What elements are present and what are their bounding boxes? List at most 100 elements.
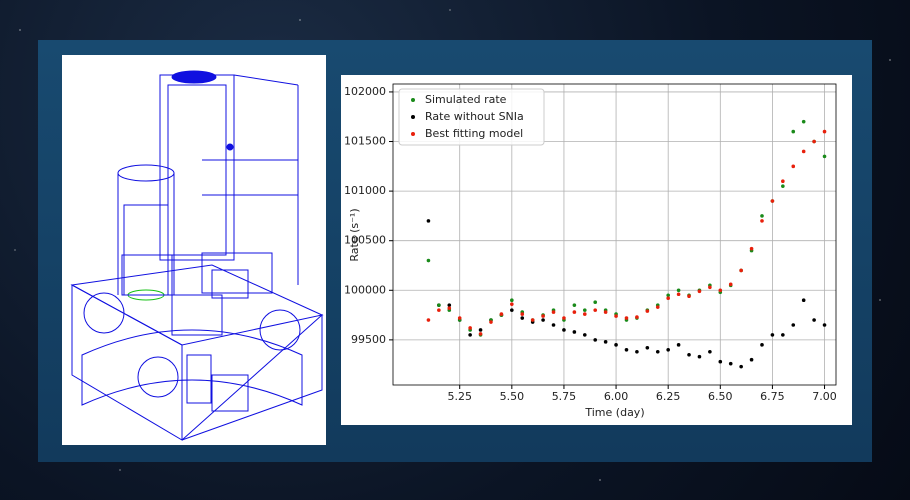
data-point xyxy=(510,308,514,312)
data-point xyxy=(655,349,660,354)
data-point xyxy=(760,219,764,223)
data-point xyxy=(510,298,514,303)
data-point xyxy=(760,343,764,347)
data-point xyxy=(541,318,545,322)
legend-marker xyxy=(411,98,415,102)
data-point xyxy=(822,323,827,327)
data-point xyxy=(770,199,775,203)
data-point xyxy=(624,316,629,320)
data-point xyxy=(447,303,452,307)
y-tick-label: 101000 xyxy=(344,184,386,197)
data-point xyxy=(614,343,618,347)
plot-frame xyxy=(392,83,837,386)
data-point xyxy=(770,333,775,337)
data-point xyxy=(801,298,806,303)
data-point xyxy=(572,330,577,334)
chart-card: Time (day) Rate (s⁻¹) 99500 100000 100500 1… xyxy=(341,75,852,425)
data-point xyxy=(676,343,681,347)
y-tick-label: 102000 xyxy=(344,85,386,98)
data-point xyxy=(468,333,472,337)
legend-label: Simulated rate xyxy=(425,93,507,106)
data-point xyxy=(551,310,556,314)
data-point xyxy=(582,312,587,316)
data-point xyxy=(718,359,723,364)
data-point xyxy=(728,361,733,366)
y-axis-label: Rate (s⁻¹) xyxy=(348,208,361,261)
data-point xyxy=(478,332,483,336)
data-point xyxy=(447,306,452,310)
data-point xyxy=(499,312,504,316)
data-point xyxy=(603,310,608,314)
x-tick-label: 6.00 xyxy=(604,390,629,403)
data-point xyxy=(437,308,441,312)
data-point xyxy=(781,179,785,183)
data-point xyxy=(572,310,577,314)
data-point xyxy=(676,292,681,297)
y-tick-label: 100000 xyxy=(344,283,386,296)
data-point xyxy=(530,318,535,322)
data-point xyxy=(426,219,431,223)
data-point xyxy=(812,318,816,322)
data-point xyxy=(781,184,785,188)
data-point xyxy=(791,323,796,327)
data-point xyxy=(457,316,462,320)
data-point xyxy=(582,333,587,337)
x-tick-label: 5.25 xyxy=(447,390,472,403)
data-point xyxy=(822,129,827,134)
data-point xyxy=(551,323,556,327)
legend-box xyxy=(398,88,545,146)
data-point xyxy=(718,288,723,293)
data-point xyxy=(478,328,483,332)
x-tick-label: 6.25 xyxy=(656,390,681,403)
data-point xyxy=(520,316,525,320)
data-point xyxy=(655,305,660,309)
data-point xyxy=(593,338,598,342)
y-tick-label: 100500 xyxy=(344,234,386,247)
data-point xyxy=(489,320,493,324)
data-point xyxy=(791,129,796,134)
data-point xyxy=(666,293,670,298)
data-point xyxy=(697,354,702,359)
data-point xyxy=(437,303,441,307)
data-point xyxy=(635,315,639,319)
data-point xyxy=(593,308,598,312)
y-tick-label: 99500 xyxy=(351,333,386,346)
data-point xyxy=(812,139,816,144)
legend-marker xyxy=(411,115,415,119)
data-point xyxy=(739,364,743,369)
legend-label: Best fitting model xyxy=(425,127,523,140)
x-tick-label: 5.50 xyxy=(500,390,525,403)
data-point xyxy=(635,349,639,354)
data-point xyxy=(645,346,650,350)
data-point xyxy=(801,119,806,124)
data-point xyxy=(562,316,566,320)
legend-marker xyxy=(411,132,415,136)
x-tick-label: 6.75 xyxy=(760,390,785,403)
data-point xyxy=(603,340,608,344)
data-point xyxy=(614,314,618,318)
data-point xyxy=(791,164,796,169)
data-point xyxy=(687,352,691,357)
x-tick-label: 7.00 xyxy=(812,390,837,403)
data-point xyxy=(541,314,545,318)
data-point xyxy=(687,294,691,299)
data-point xyxy=(760,214,764,218)
data-point xyxy=(582,308,587,312)
data-point xyxy=(781,333,785,337)
data-point xyxy=(666,296,670,301)
data-point xyxy=(728,282,733,287)
detector-image xyxy=(62,55,326,445)
x-tick-label: 6.50 xyxy=(708,390,733,403)
x-axis-label: Time (day) xyxy=(584,406,644,419)
y-tick-label: 101500 xyxy=(344,135,386,148)
data-point xyxy=(666,347,670,352)
wireframe xyxy=(70,70,324,441)
data-point xyxy=(708,285,712,290)
data-point xyxy=(520,312,525,316)
data-point xyxy=(739,268,743,273)
data-point xyxy=(562,328,566,332)
data-point xyxy=(822,154,827,159)
data-point xyxy=(676,288,681,293)
data-point xyxy=(426,318,431,322)
